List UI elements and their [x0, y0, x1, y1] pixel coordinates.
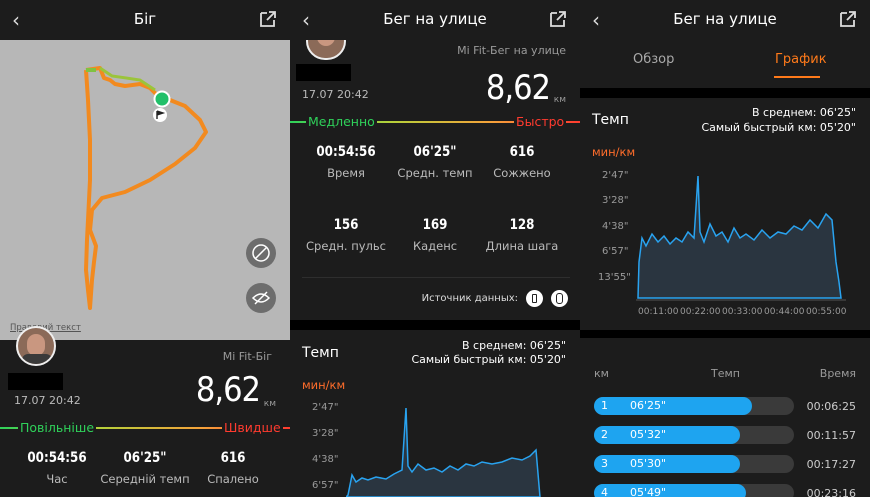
no-map-icon [252, 244, 270, 262]
y-tick: 13'55" [598, 272, 631, 283]
table-header-time: Время [819, 367, 856, 380]
stat-stride: 128 Длина шага [485, 217, 559, 253]
page-title: Бег на улице [383, 10, 487, 28]
hide-route-button[interactable] [246, 238, 276, 268]
back-icon[interactable]: ‹ [12, 8, 20, 32]
y-tick: 3'28" [602, 195, 629, 206]
phone-source-icon[interactable] [526, 290, 543, 307]
fastest-km-label: Самый быстрый км: 05'20" [411, 353, 566, 366]
avatar [16, 326, 56, 366]
stat-calories: 616 Спалено [207, 450, 259, 486]
top-bar: ‹ Бег на улице [290, 0, 580, 40]
top-bar: ‹ Біг [0, 0, 290, 40]
table-header-pace: Темп [711, 367, 740, 380]
pace-gradient-bar [290, 121, 580, 123]
share-icon[interactable] [838, 9, 858, 29]
y-tick: 2'47" [312, 402, 339, 413]
data-source-label: Источник данных: [421, 293, 518, 304]
distance-value: 8,62 [195, 370, 261, 410]
redacted-username [296, 64, 351, 81]
split-row: 4 05'49" [594, 484, 794, 497]
panel-run-russian-graph: ‹ Бег на улице Обзор График Темп В средн… [580, 0, 870, 497]
avg-pace-label: В среднем: 06'25" [752, 106, 856, 119]
y-tick: 3'28" [312, 428, 339, 439]
finish-flag-icon [153, 108, 167, 122]
tab-graph[interactable]: График [775, 52, 827, 67]
section-gap [290, 320, 580, 330]
stat-heart-rate: 156 Средн. пульс [306, 217, 386, 253]
split-time: 00:23:16 [806, 487, 856, 497]
split-row: 2 05'32" [594, 426, 794, 444]
pace-title: Темп [302, 345, 339, 361]
pace-unit-label: мин/км [592, 145, 636, 159]
hide-eye-button[interactable] [246, 283, 276, 313]
pace-gradient-bar [0, 427, 290, 429]
pace-chart [636, 175, 846, 301]
distance-unit: км [553, 95, 566, 105]
section-gap [580, 330, 870, 338]
split-row: 1 06'25" [594, 397, 794, 415]
page-title: Бег на улице [673, 10, 777, 28]
pace-title: Темп [592, 112, 629, 128]
stat-time: 00:54:56 Время [316, 144, 376, 180]
x-tick: 00:22:00 [680, 307, 721, 317]
fast-label: Быстро [514, 114, 567, 129]
x-tick: 00:44:00 [764, 307, 805, 317]
stat-avg-pace: 06'25" Средн. темп [397, 144, 473, 180]
stat-calories: 616 Сожжено [493, 144, 551, 180]
section-gap [580, 88, 870, 98]
x-tick: 00:55:00 [806, 307, 847, 317]
split-time: 00:11:57 [806, 429, 856, 442]
divider [302, 277, 570, 278]
y-tick: 6'57" [312, 480, 339, 491]
share-icon[interactable] [258, 9, 278, 29]
y-tick: 4'38" [602, 221, 629, 232]
split-row: 3 05'30" [594, 455, 794, 473]
redacted-username [8, 373, 63, 390]
panel-run-ukrainian: ‹ Біг Правовий текст [0, 0, 290, 497]
stat-cadence: 169 Каденс [412, 217, 458, 253]
x-tick: 00:33:00 [722, 307, 763, 317]
slow-label: Медленно [306, 114, 377, 129]
source-label: Mi Fit-Бег на улице [457, 44, 566, 57]
run-date: 17.07 20:42 [14, 394, 81, 407]
avg-pace-label: В среднем: 06'25" [462, 339, 566, 352]
y-tick: 2'47" [602, 170, 629, 181]
start-marker [153, 90, 171, 108]
fastest-km-label: Самый быстрый км: 05'20" [701, 121, 856, 134]
top-bar: ‹ Бег на улице [580, 0, 870, 40]
stat-avg-pace: 06'25" Середній темп [100, 450, 190, 486]
run-date: 17.07 20:42 [302, 88, 369, 101]
back-icon[interactable]: ‹ [592, 8, 600, 32]
share-icon[interactable] [548, 9, 568, 29]
distance-value: 8,62 [485, 68, 551, 108]
split-bar [594, 455, 740, 473]
page-title: Біг [133, 10, 157, 28]
split-time: 00:17:27 [806, 458, 856, 471]
x-tick: 00:11:00 [638, 307, 679, 317]
slow-label: Повільніше [18, 420, 97, 435]
split-time: 00:06:25 [806, 400, 856, 413]
eye-off-icon [251, 291, 271, 305]
panel-run-russian-overview: ‹ Бег на улице Mi Fit-Бег на улице 17.07… [290, 0, 580, 497]
y-tick: 4'38" [312, 454, 339, 465]
pace-unit-label: мин/км [302, 378, 346, 392]
route-map[interactable]: Правовий текст [0, 40, 290, 340]
source-label: Mi Fit-Біг [222, 350, 272, 363]
band-source-icon[interactable] [551, 290, 568, 307]
stat-time: 00:54:56 Час [27, 450, 87, 486]
pace-chart [346, 407, 541, 497]
y-tick: 6'57" [602, 246, 629, 257]
split-bar [594, 426, 740, 444]
split-bar [594, 397, 752, 415]
fast-label: Швидше [222, 420, 283, 435]
route-path [84, 66, 208, 310]
active-tab-indicator [774, 76, 820, 78]
tab-overview[interactable]: Обзор [633, 52, 675, 67]
table-header-km: км [594, 367, 609, 380]
distance-unit: км [263, 399, 276, 409]
split-bar [594, 484, 746, 497]
back-icon[interactable]: ‹ [302, 8, 310, 32]
